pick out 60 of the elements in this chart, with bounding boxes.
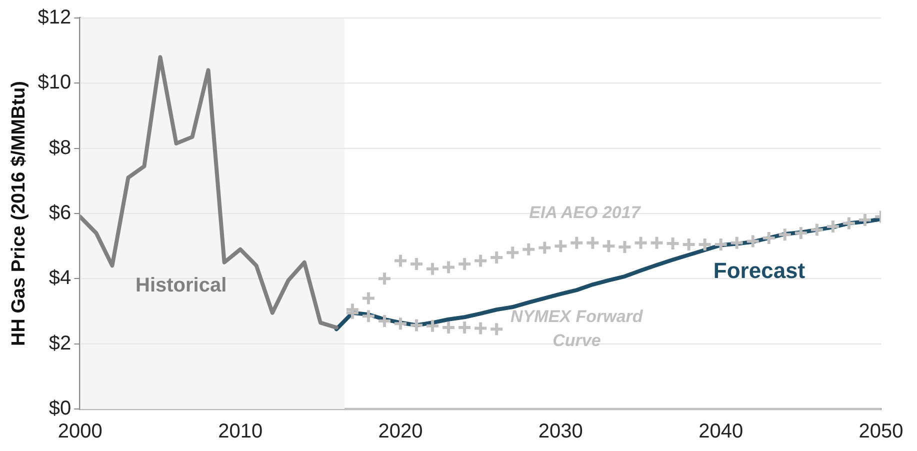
point (425, 261, 440, 276)
point (360, 290, 376, 306)
x-tick-label: 2020 (378, 420, 423, 443)
y-tick-label: $2 (48, 332, 72, 354)
point (633, 235, 648, 250)
y-axis-title: HH Gas Price (2016 $/MMBtu) (8, 80, 30, 346)
series-label: Historical (135, 274, 227, 297)
point (457, 320, 472, 336)
point (649, 235, 664, 250)
series-label: Forecast (713, 258, 806, 284)
point (441, 320, 456, 336)
y-tick-label: $0 (48, 398, 72, 420)
point (473, 320, 488, 336)
point (569, 235, 584, 250)
x-tick-label: 2050 (858, 420, 904, 443)
y-tick-label: $8 (48, 136, 72, 159)
point (841, 216, 856, 231)
point (537, 240, 552, 256)
point (489, 250, 504, 265)
point (729, 235, 744, 250)
point (409, 256, 424, 272)
point (505, 245, 520, 260)
point (360, 308, 376, 324)
point (665, 236, 680, 251)
point (376, 314, 392, 329)
point (697, 236, 712, 252)
point (793, 226, 808, 241)
point (425, 318, 440, 334)
y-tick-label: $4 (48, 267, 72, 290)
x-tick-label: 2040 (698, 420, 744, 443)
x-tick-label: 2010 (218, 420, 263, 443)
point (393, 316, 408, 332)
point (713, 236, 728, 252)
point (601, 238, 616, 254)
y-tick-label: $12 (38, 6, 72, 29)
point (521, 242, 536, 257)
point (761, 230, 776, 246)
point (393, 253, 408, 268)
point (553, 238, 568, 254)
series-label: NYMEX Forward Curve (510, 306, 644, 350)
y-tick-label: $6 (48, 202, 72, 224)
point (809, 222, 824, 238)
series-label: EIA AEO 2017 (529, 203, 642, 222)
point (585, 235, 600, 250)
point (745, 234, 760, 249)
point (825, 219, 840, 234)
point (857, 212, 872, 228)
point (473, 253, 488, 268)
point (681, 236, 696, 252)
point (457, 256, 472, 272)
point (344, 302, 360, 318)
point (617, 240, 632, 255)
point (409, 318, 424, 333)
y-tick-label: $10 (38, 72, 72, 94)
point (441, 260, 456, 275)
point (489, 322, 504, 337)
point (777, 227, 792, 242)
x-tick-label: 2000 (58, 420, 102, 443)
x-tick-label: 2030 (538, 420, 583, 443)
point (376, 271, 392, 286)
